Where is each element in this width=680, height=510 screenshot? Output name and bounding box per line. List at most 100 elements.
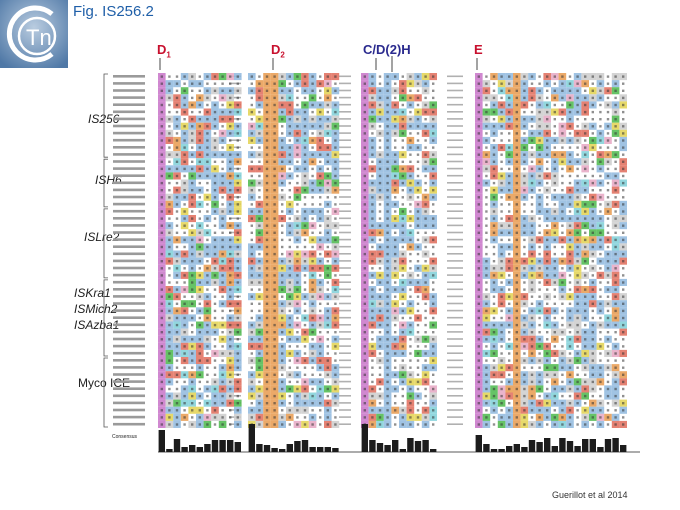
residue-letter <box>296 153 299 156</box>
residue-letter <box>614 402 617 405</box>
residue-letter <box>371 402 374 405</box>
residue-letter <box>538 274 541 277</box>
residue-letter <box>568 387 572 391</box>
residue-letter <box>546 224 549 227</box>
residue-letter <box>424 231 427 234</box>
residue-letter <box>599 125 602 128</box>
residue-letter <box>553 245 556 249</box>
residue-letter <box>168 160 171 163</box>
residue-letter <box>183 373 186 376</box>
residue-letter <box>424 373 427 376</box>
residue-letter <box>591 331 594 334</box>
residue-letter <box>416 118 420 121</box>
residue-letter <box>160 387 163 391</box>
residue-letter <box>500 189 503 192</box>
residue-letter <box>492 323 496 327</box>
residue-letter <box>432 196 435 199</box>
residue-letter <box>303 196 307 199</box>
residue-letter <box>515 103 518 107</box>
residue-letter <box>538 316 541 320</box>
residue-letter <box>568 196 572 199</box>
residue-letter <box>401 238 404 242</box>
residue-letter <box>561 394 564 398</box>
residue-letter <box>288 387 291 391</box>
residue-letter <box>523 103 526 107</box>
residue-letter <box>296 118 299 121</box>
residue-letter <box>424 189 427 192</box>
residue-letter <box>500 366 503 369</box>
residue-letter <box>386 394 389 398</box>
residue-letter <box>561 245 564 249</box>
residue-letter <box>281 118 284 121</box>
residue-letter <box>424 110 427 114</box>
residue-letter <box>561 359 564 362</box>
residue-letter <box>221 174 224 178</box>
residue-letter <box>553 210 556 213</box>
residue-letter <box>622 309 625 313</box>
residue-letter <box>622 174 625 178</box>
residue-letter <box>523 387 526 391</box>
alignment-row <box>113 144 627 152</box>
residue-letter <box>477 139 480 142</box>
residue-letter <box>311 309 314 313</box>
residue-letter <box>424 416 427 419</box>
residue-letter <box>599 75 602 78</box>
residue-letter <box>175 75 179 78</box>
residue-letter <box>394 345 397 348</box>
residue-letter <box>175 181 179 185</box>
residue-letter <box>500 196 503 199</box>
residue-letter <box>258 132 261 135</box>
residue-letter <box>258 217 261 220</box>
residue-letter <box>168 402 171 405</box>
residue-letter <box>229 224 232 227</box>
residue-letter <box>303 267 307 270</box>
residue-letter <box>281 252 284 256</box>
residue-letter <box>258 316 261 320</box>
residue-letter <box>409 89 412 92</box>
residue-letter <box>530 288 534 291</box>
residue-letter <box>213 309 217 313</box>
residue-letter <box>213 323 217 327</box>
residue-letter <box>281 245 284 249</box>
residue-letter <box>303 323 307 327</box>
residue-letter <box>409 402 412 405</box>
residue-letter <box>584 238 587 242</box>
residue-letter <box>303 338 307 341</box>
residue-letter <box>198 295 201 298</box>
residue-letter <box>424 323 427 327</box>
residue-letter <box>319 309 322 313</box>
residue-letter <box>416 160 420 163</box>
residue-letter <box>538 146 541 149</box>
residue-letter <box>213 132 217 135</box>
residue-letter <box>622 103 625 107</box>
residue-letter <box>394 359 397 362</box>
residue-letter <box>546 338 549 341</box>
residue-letter <box>236 345 239 348</box>
residue-letter <box>576 338 579 341</box>
residue-letter <box>273 380 276 384</box>
residue-letter <box>160 394 163 398</box>
residue-letter <box>311 231 314 234</box>
residue-letter <box>546 345 549 348</box>
residue-letter <box>584 82 587 85</box>
residue-letter <box>591 267 594 270</box>
residue-letter <box>515 217 518 220</box>
residue-letter <box>584 252 587 256</box>
residue-letter <box>296 139 299 142</box>
residue-letter <box>576 174 579 178</box>
residue-letter <box>561 316 564 320</box>
residue-letter <box>401 423 404 426</box>
residue-letter <box>432 267 435 270</box>
residue-letter <box>378 423 382 426</box>
residue-letter <box>515 338 518 341</box>
residue-letter <box>175 189 179 192</box>
residue-letter <box>183 338 186 341</box>
consensus-bar <box>219 440 226 452</box>
residue-letter <box>401 125 404 128</box>
residue-letter <box>416 252 420 256</box>
residue-letter <box>303 252 307 256</box>
residue-letter <box>378 181 382 185</box>
residue-letter <box>424 146 427 149</box>
sequence-name <box>113 110 145 114</box>
residue-letter <box>622 352 625 355</box>
